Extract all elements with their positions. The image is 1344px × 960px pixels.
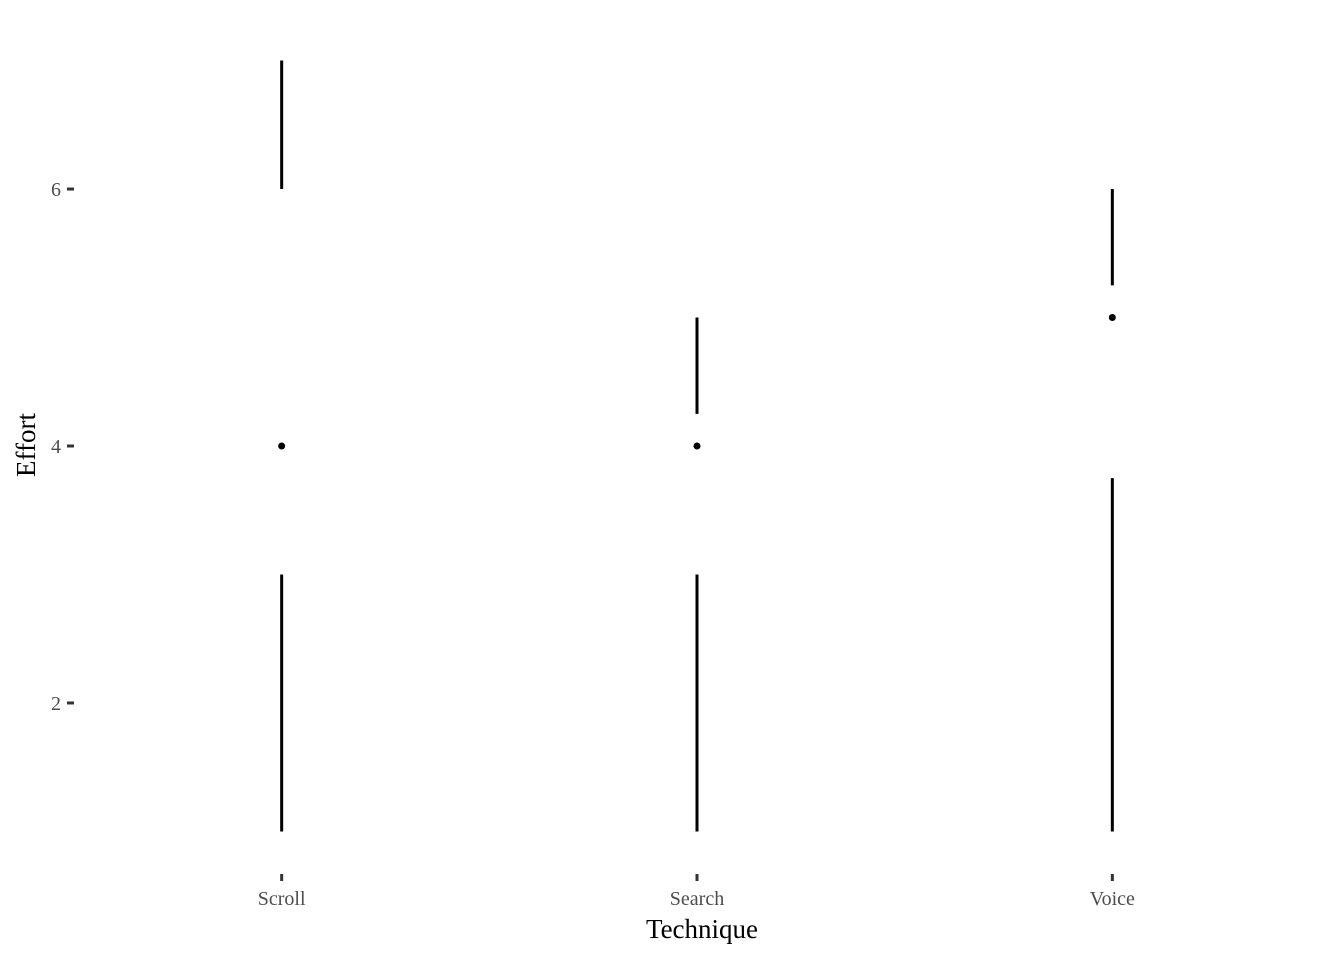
y-axis: 2 4 6 (51, 179, 74, 715)
median-point (1108, 314, 1116, 322)
x-tick-label: Scroll (258, 888, 306, 910)
y-tick-label: 4 (51, 436, 61, 458)
plot-marks (278, 60, 1116, 832)
y-tick-label: 6 (51, 179, 61, 201)
y-tick-label: 2 (51, 693, 61, 715)
median-point (278, 442, 286, 450)
x-axis: Scroll Search Voice (258, 874, 1135, 910)
x-tick-label: Voice (1090, 888, 1135, 910)
median-point (693, 442, 701, 450)
x-tick-label: Search (670, 888, 724, 910)
x-axis-title: Technique (646, 914, 758, 944)
y-axis-title: Effort (11, 413, 41, 477)
